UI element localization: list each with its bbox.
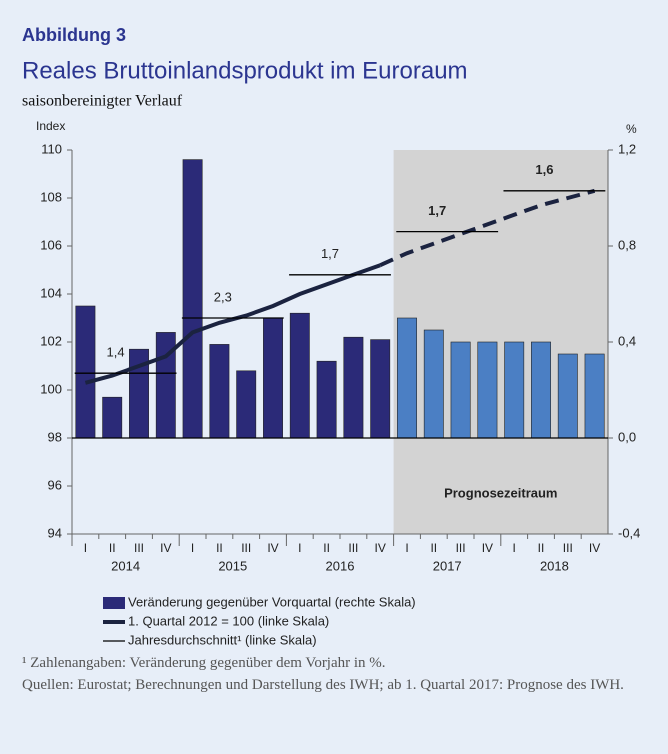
y-tick-label: 100	[40, 381, 62, 396]
x-tick-label: I	[405, 541, 408, 555]
y2-tick-label: 0,0	[618, 429, 636, 444]
sources: Quellen: Eurostat; Berechnungen und Dars…	[22, 677, 624, 693]
bar	[370, 339, 391, 439]
bar	[182, 159, 203, 439]
annual-change-label: 1,7	[428, 203, 446, 218]
bar	[423, 329, 444, 439]
year-label: 2015	[218, 558, 247, 573]
index-line-forecast	[379, 188, 596, 268]
chart: Abbildung 3 Reales Bruttoinlandsprodukt …	[22, 25, 640, 648]
y2-tick-label: 1,2	[618, 141, 636, 156]
x-tick-label: III	[134, 541, 144, 555]
index-line	[84, 263, 381, 385]
y-tick-label: 106	[40, 237, 62, 252]
x-tick-label: I	[513, 541, 516, 555]
x-tick-label: III	[563, 541, 573, 555]
bar	[236, 370, 257, 439]
x-tick-label: IV	[160, 541, 171, 555]
y-tick-label: 98	[48, 429, 62, 444]
legend-label: Jahresdurchschnitt¹ (linke Skala)	[128, 632, 317, 647]
legend-label: 1. Quartal 2012 = 100 (linke Skala)	[128, 613, 329, 628]
legend-swatch	[103, 597, 125, 609]
y2-tick-label: -0,4	[618, 525, 640, 540]
legend-label: Veränderung gegenüber Vorquartal (rechte…	[128, 594, 416, 609]
annual-change-label: 1,6	[535, 162, 553, 177]
y-tick-label: 104	[40, 285, 62, 300]
year-label: 2017	[433, 558, 462, 573]
y-tick-label: 96	[48, 477, 62, 492]
y-tick-label: 94	[48, 525, 62, 540]
y2-tick-label: 0,4	[618, 333, 636, 348]
figure-number: Abbildung 3	[22, 25, 126, 45]
y-axis-label: Index	[36, 119, 65, 133]
bar	[450, 341, 471, 439]
bar	[557, 353, 578, 439]
bar	[102, 396, 123, 439]
x-tick-label: III	[456, 541, 466, 555]
x-tick-label: IV	[267, 541, 278, 555]
bar	[397, 317, 417, 439]
chart-subtitle: saisonbereinigter Verlauf	[22, 93, 183, 110]
bar	[316, 360, 337, 439]
bar	[531, 341, 551, 439]
bar	[263, 317, 283, 439]
bar	[75, 305, 96, 439]
x-tick-label: II	[109, 541, 116, 555]
annual-change-label: 1,4	[107, 345, 125, 360]
y2-axis-label: %	[626, 122, 637, 136]
x-tick-label: IV	[589, 541, 600, 555]
x-tick-label: IV	[375, 541, 386, 555]
notes: ¹ Zahlenangaben: Veränderung gegenüber d…	[22, 652, 647, 696]
bar	[289, 312, 310, 439]
bar	[584, 353, 605, 439]
bar	[209, 344, 230, 439]
x-tick-label: I	[84, 541, 87, 555]
x-tick-label: II	[216, 541, 223, 555]
year-label: 2018	[540, 558, 569, 573]
x-tick-label: II	[323, 541, 330, 555]
bar	[343, 336, 364, 439]
x-tick-label: I	[191, 541, 194, 555]
x-tick-label: III	[241, 541, 251, 555]
chart-title: Reales Bruttoinlandsprodukt im Euroraum	[22, 57, 468, 84]
annual-change-label: 1,7	[321, 246, 339, 261]
annual-change-label: 2,3	[214, 289, 232, 304]
x-tick-label: I	[298, 541, 301, 555]
y2-tick-label: 0,8	[618, 237, 636, 252]
year-label: 2014	[111, 558, 140, 573]
footnote: ¹ Zahlenangaben: Veränderung gegenüber d…	[22, 655, 386, 671]
bar	[477, 341, 498, 439]
y-tick-label: 108	[40, 189, 62, 204]
forecast-label: Prognosezeitraum	[444, 485, 557, 500]
y-tick-label: 102	[40, 333, 62, 348]
x-tick-label: III	[348, 541, 358, 555]
bar	[504, 341, 525, 439]
x-tick-label: IV	[482, 541, 493, 555]
year-label: 2016	[326, 558, 355, 573]
x-tick-label: II	[430, 541, 437, 555]
x-tick-label: II	[538, 541, 545, 555]
y-tick-label: 110	[41, 141, 62, 156]
